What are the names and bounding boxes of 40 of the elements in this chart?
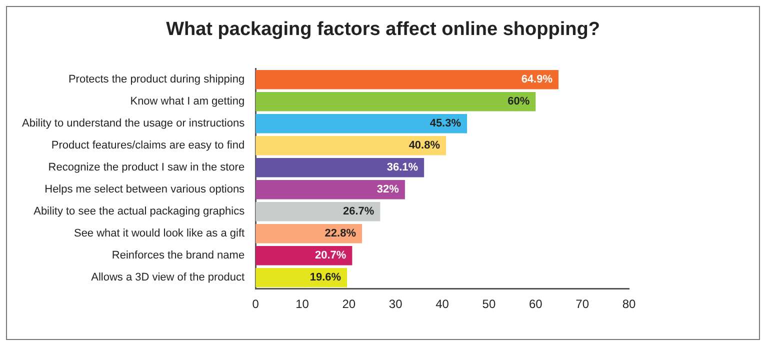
bar [256, 92, 536, 112]
chart-title: What packaging factors affect online shopping? [165, 19, 601, 41]
bar [256, 114, 468, 134]
data-label: 20.7% [314, 250, 346, 262]
x-tick-label: 30 [388, 297, 403, 312]
x-tick-label: 0 [252, 297, 260, 312]
x-tick-label: 10 [296, 297, 310, 312]
bar [256, 158, 424, 178]
y-tick-label: See what it would look like as a gift [74, 228, 245, 240]
y-tick-label: Recognize the product I saw in the store [48, 162, 245, 174]
y-tick-label: Allows a 3D view of the product [91, 272, 245, 284]
bar [256, 202, 380, 222]
x-tick-label: 60 [528, 297, 543, 312]
y-tick-label: Protects the product during shipping [68, 74, 245, 86]
x-tick-label: 50 [482, 297, 496, 312]
x-tick-label: 40 [436, 297, 450, 312]
x-tick-label: 70 [576, 297, 590, 312]
data-label: 36.1% [386, 162, 418, 174]
y-tick-label: Helps me select between various options [44, 184, 246, 196]
bar [256, 136, 446, 156]
data-label: 40.8% [408, 140, 440, 152]
bar [256, 246, 352, 266]
y-tick-label: Reinforces the brand name [112, 250, 245, 262]
bar [256, 224, 362, 244]
x-tick-label: 20 [342, 297, 356, 312]
bar [256, 70, 559, 90]
y-tick-label: Know what I am getting [130, 96, 245, 108]
y-tick-label: Ability to see the actual packaging graphics [34, 206, 246, 218]
y-tick-label: Ability to understand the usage or instructions [22, 118, 246, 130]
data-label: 60% [508, 96, 530, 108]
bar [256, 180, 405, 200]
data-label: 45.3% [430, 118, 462, 130]
data-label: 22.8% [324, 228, 356, 240]
data-label: 64.9% [521, 74, 553, 86]
bar [256, 268, 348, 288]
y-tick-label: Product features/claims are easy to find [51, 140, 245, 152]
x-tick-label: 80 [622, 297, 636, 312]
data-label: 32% [376, 184, 400, 196]
data-label: 19.6% [310, 272, 342, 284]
data-label: 26.7% [343, 206, 374, 218]
